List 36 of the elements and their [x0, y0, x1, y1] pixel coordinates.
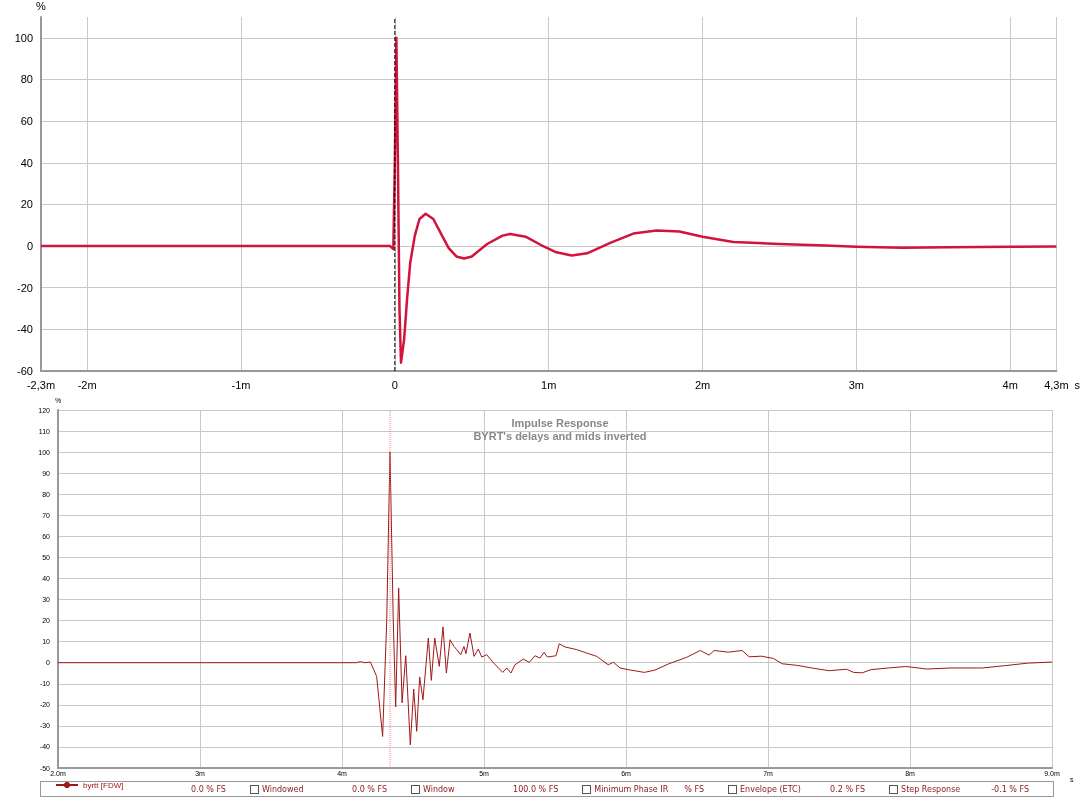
- line-series: [39, 36, 1058, 364]
- legend-label: byrtt [FDW]: [83, 780, 124, 790]
- x-tick-label: 2m: [694, 378, 711, 391]
- text: % FS: [684, 784, 705, 794]
- x-tick-label: 4,3m: [1044, 378, 1069, 391]
- text: BYRT's delays and mids inverted: [473, 429, 647, 442]
- text: Windowed: [260, 784, 305, 794]
- x-tick-label: -2m: [77, 378, 97, 391]
- text: Minimum Phase IR: [593, 784, 670, 794]
- y-tick-label: 0: [26, 240, 33, 253]
- y-tick-label: 80: [20, 73, 33, 86]
- text: 0.2 % FS: [830, 784, 866, 794]
- text: Window: [422, 784, 456, 794]
- text: Envelope (ETC): [739, 784, 802, 794]
- x-tick-label: 0: [391, 378, 398, 391]
- x-tick-label: 3m: [848, 378, 865, 391]
- y-tick-label: -40: [17, 323, 33, 336]
- y-tick-label: 100: [14, 31, 33, 44]
- x-axis-title: s: [1074, 378, 1081, 391]
- y-tick-label: 20: [20, 198, 33, 211]
- y-tick-label: -20: [17, 281, 33, 294]
- y-tick-label: 40: [20, 156, 33, 169]
- text: Step Response: [900, 784, 962, 794]
- y-axis-title: %: [36, 0, 47, 12]
- text: 100.0 % FS: [513, 784, 559, 794]
- x-tick-label: 1m: [541, 378, 557, 391]
- x-tick-label: -1m: [231, 378, 251, 391]
- line-series: [57, 451, 1053, 746]
- text: 0.0 % FS: [191, 784, 226, 794]
- text: -0.1 % FS: [991, 784, 1029, 794]
- x-tick-label: 4m: [1002, 378, 1018, 391]
- text: 0.0 % FS: [352, 784, 387, 794]
- y-tick-label: -60: [17, 365, 33, 377]
- text: Impulse Response: [511, 416, 609, 429]
- x-tick-label: -2,3m: [26, 378, 56, 391]
- y-tick-label: 60: [20, 115, 33, 128]
